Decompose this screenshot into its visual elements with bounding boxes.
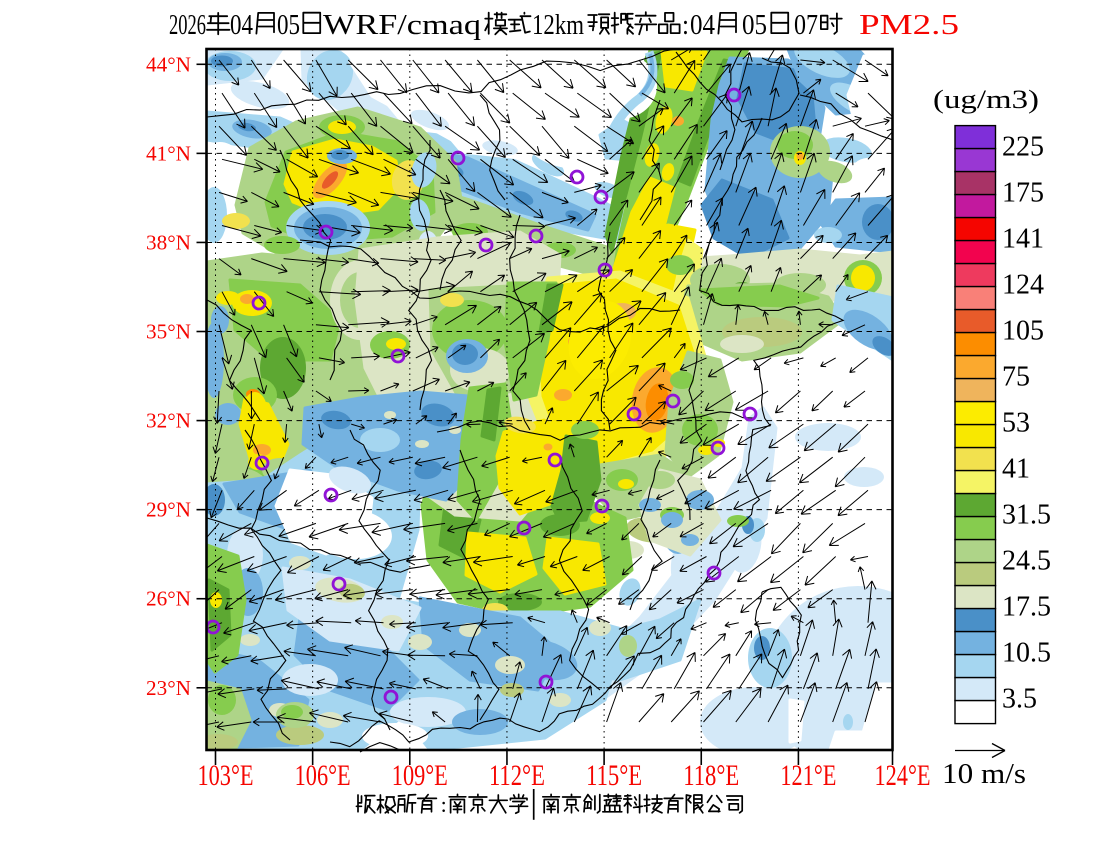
svg-text:141: 141 (1002, 224, 1044, 255)
svg-text:124: 124 (1002, 270, 1044, 301)
svg-text:109°E: 109°E (392, 759, 448, 792)
svg-text:112°E: 112°E (489, 759, 545, 792)
svg-text:26°N: 26°N (146, 587, 191, 611)
svg-text:106°E: 106°E (295, 759, 351, 792)
svg-text:12km: 12km (532, 9, 584, 41)
svg-text:44°N: 44°N (146, 52, 191, 76)
svg-text:118°E: 118°E (683, 759, 739, 792)
svg-text:2026: 2026 (169, 9, 206, 41)
svg-text:04: 04 (690, 9, 715, 41)
svg-text:WRF/cmaq: WRF/cmaq (323, 9, 481, 41)
svg-text:31.5: 31.5 (1002, 500, 1051, 531)
svg-text:05: 05 (742, 9, 767, 41)
svg-text:3.5: 3.5 (1002, 684, 1037, 715)
svg-text:121°E: 121°E (780, 759, 836, 792)
svg-text:07: 07 (794, 9, 818, 41)
svg-text:175: 175 (1002, 178, 1044, 209)
svg-text:PM2.5: PM2.5 (859, 9, 959, 41)
svg-text:41: 41 (1002, 454, 1030, 485)
svg-text:38°N: 38°N (146, 230, 191, 254)
svg-text:41°N: 41°N (146, 141, 191, 165)
svg-text:(ug/m3): (ug/m3) (933, 85, 1039, 114)
svg-text:225: 225 (1002, 132, 1044, 163)
svg-text:53: 53 (1002, 408, 1030, 439)
svg-text:04: 04 (230, 9, 253, 41)
svg-text:29°N: 29°N (146, 498, 191, 522)
svg-text:105: 105 (1002, 316, 1044, 347)
svg-text::: : (682, 9, 689, 41)
svg-text:32°N: 32°N (146, 409, 191, 433)
svg-text::: : (441, 792, 447, 817)
svg-text:10 m/s: 10 m/s (942, 758, 1026, 790)
svg-text:10.5: 10.5 (1002, 638, 1051, 669)
svg-text:103°E: 103°E (198, 759, 254, 792)
svg-text:115°E: 115°E (586, 759, 642, 792)
svg-text:23°N: 23°N (146, 676, 191, 700)
svg-text:124°E: 124°E (875, 759, 931, 792)
svg-text:17.5: 17.5 (1002, 592, 1051, 623)
svg-text:05: 05 (277, 9, 300, 41)
svg-text:75: 75 (1002, 362, 1030, 393)
svg-text:24.5: 24.5 (1002, 546, 1051, 577)
svg-text:35°N: 35°N (146, 320, 191, 344)
